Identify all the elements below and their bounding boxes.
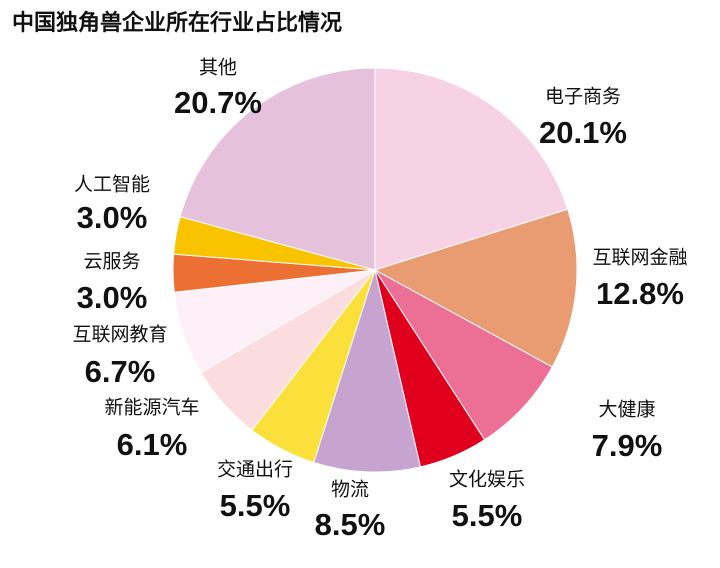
slice-name: 大健康 — [598, 399, 655, 421]
slice-value-label: 20.7% — [174, 85, 262, 120]
slice-name: 互联网教育 — [72, 324, 167, 346]
pie-slice — [374, 67, 569, 271]
pie-slice — [374, 269, 553, 441]
slice-name: 云服务 — [83, 251, 140, 273]
slice-name: 新能源汽车 — [104, 397, 199, 419]
slice-name: 物流 — [331, 479, 369, 501]
slice-value-label: 5.5% — [220, 488, 291, 523]
pie-slice — [179, 67, 376, 271]
pie-slice — [313, 268, 421, 473]
slice-value-label: 8.5% — [315, 507, 386, 542]
pie-slice — [373, 208, 578, 368]
chart-title: 中国独角兽企业所在行业占比情况 — [12, 10, 342, 36]
slice-value-label: 12.8% — [596, 276, 684, 311]
slice-name: 人工智能 — [74, 174, 150, 196]
slice-value-label: 3.0% — [77, 200, 148, 235]
slice-name: 文化娱乐 — [449, 469, 525, 491]
slice-value-label: 6.1% — [117, 427, 188, 462]
slice-name: 其他 — [199, 57, 237, 79]
slice-value-label: 7.9% — [592, 428, 663, 463]
slice-value-label: 5.5% — [452, 498, 523, 533]
slice-name: 交通出行 — [217, 459, 293, 481]
slice-value-label: 6.7% — [85, 354, 156, 389]
slice-value-label: 3.0% — [77, 280, 148, 315]
slice-name: 互联网金融 — [592, 247, 687, 269]
slice-name: 电子商务 — [545, 86, 621, 108]
slice-value-label: 20.1% — [539, 115, 627, 150]
